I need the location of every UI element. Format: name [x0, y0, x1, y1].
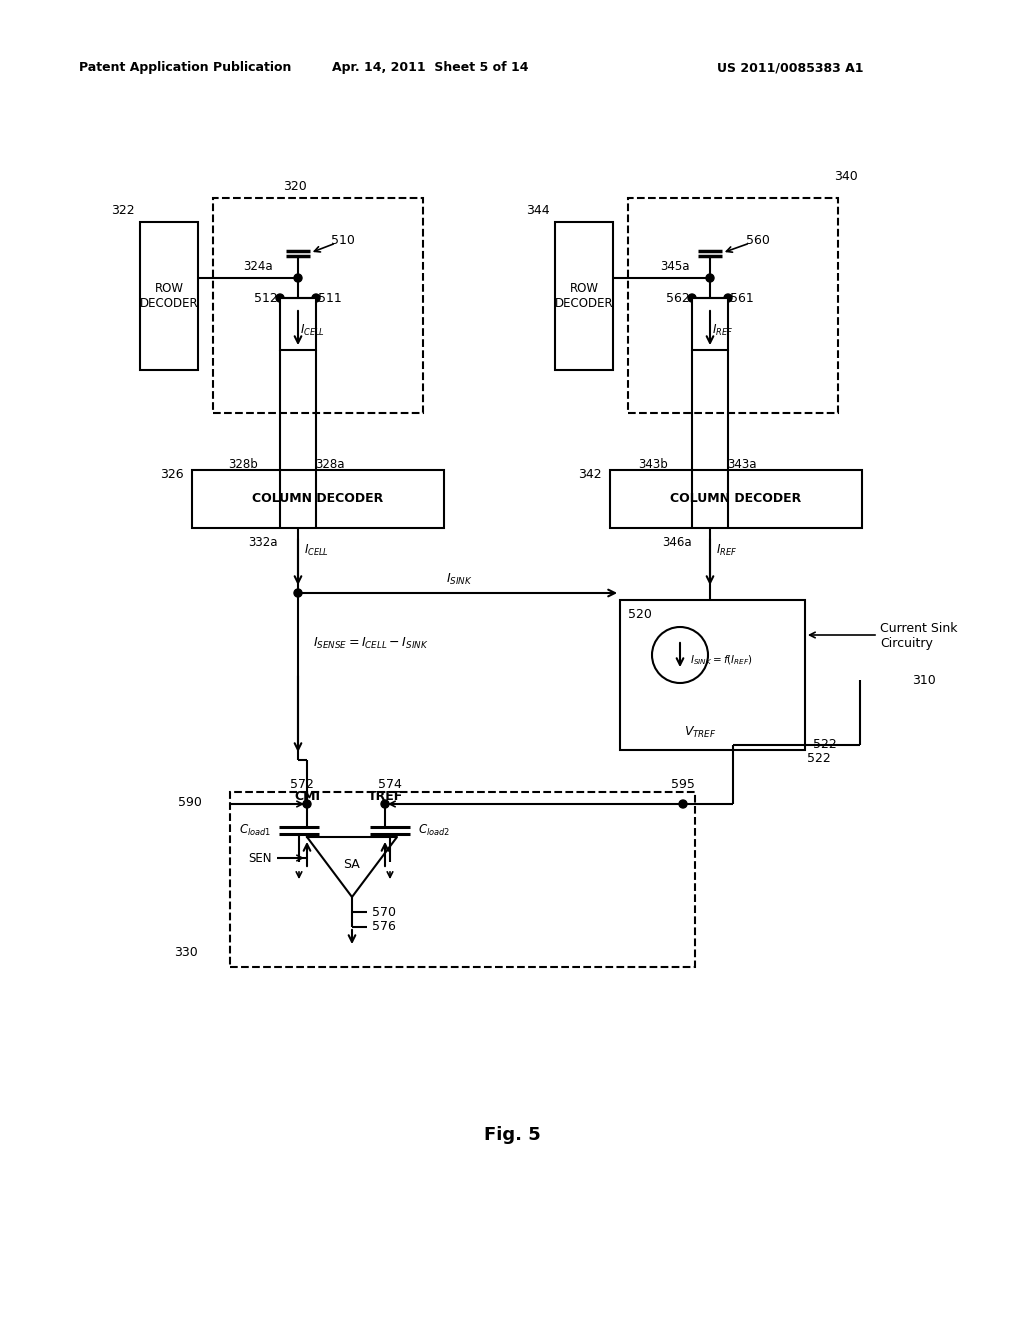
Text: $I_{REF}$: $I_{REF}$ — [716, 543, 737, 557]
Text: 330: 330 — [174, 945, 198, 958]
Text: 576: 576 — [372, 920, 396, 933]
Bar — [193, 470, 444, 528]
Text: 560: 560 — [746, 234, 770, 247]
Text: $C_{load2}$: $C_{load2}$ — [418, 822, 451, 838]
Text: $C_{load1}$: $C_{load1}$ — [239, 822, 271, 838]
Text: 328b: 328b — [228, 458, 258, 471]
Text: SA: SA — [344, 858, 360, 871]
Bar — [620, 601, 805, 750]
Bar — [230, 792, 695, 968]
Circle shape — [294, 589, 302, 597]
Text: 512: 512 — [254, 292, 278, 305]
Circle shape — [276, 294, 284, 302]
Text: 522: 522 — [813, 738, 837, 751]
Text: $I_{SINK}=f(I_{REF})$: $I_{SINK}=f(I_{REF})$ — [690, 653, 753, 667]
Text: 310: 310 — [912, 673, 936, 686]
Bar — [140, 222, 198, 370]
Bar — [692, 298, 728, 350]
Text: 328a: 328a — [315, 458, 345, 471]
Circle shape — [706, 275, 714, 282]
Text: 332a: 332a — [249, 536, 278, 549]
Text: COLUMN DECODER: COLUMN DECODER — [252, 492, 384, 506]
Circle shape — [679, 800, 687, 808]
Text: ROW
DECODER: ROW DECODER — [139, 282, 199, 310]
Text: 343a: 343a — [727, 458, 757, 471]
Text: $V_{TREF}$: $V_{TREF}$ — [684, 725, 717, 739]
Text: Circuitry: Circuitry — [880, 636, 933, 649]
Bar — [610, 470, 862, 528]
Text: $I_{SINK}$: $I_{SINK}$ — [445, 572, 472, 586]
Circle shape — [688, 294, 696, 302]
Text: 324a: 324a — [244, 260, 273, 272]
Text: 320: 320 — [283, 180, 307, 193]
Text: 322: 322 — [112, 203, 135, 216]
Text: 343b: 343b — [638, 458, 668, 471]
Circle shape — [303, 800, 311, 808]
Text: SEN: SEN — [249, 851, 272, 865]
Text: 574: 574 — [378, 777, 402, 791]
Text: Current Sink: Current Sink — [880, 622, 957, 635]
Text: 326: 326 — [161, 469, 184, 482]
Text: 344: 344 — [526, 203, 550, 216]
Text: $I_{REF}$: $I_{REF}$ — [712, 322, 733, 338]
Text: 590: 590 — [178, 796, 202, 808]
Circle shape — [724, 294, 732, 302]
Text: 595: 595 — [671, 777, 695, 791]
Text: TREF: TREF — [368, 791, 402, 804]
Bar — [213, 198, 423, 413]
Text: 342: 342 — [579, 469, 602, 482]
Circle shape — [312, 294, 319, 302]
Text: $I_{CELL}$: $I_{CELL}$ — [300, 322, 325, 338]
Circle shape — [381, 800, 389, 808]
Text: Fig. 5: Fig. 5 — [483, 1126, 541, 1144]
Bar — [280, 298, 316, 350]
Text: 570: 570 — [372, 906, 396, 919]
Text: $I_{CELL}$: $I_{CELL}$ — [304, 543, 329, 557]
Text: 561: 561 — [730, 292, 754, 305]
Text: 522: 522 — [807, 751, 830, 764]
Text: US 2011/0085383 A1: US 2011/0085383 A1 — [717, 62, 863, 74]
Text: Apr. 14, 2011  Sheet 5 of 14: Apr. 14, 2011 Sheet 5 of 14 — [332, 62, 528, 74]
Text: 511: 511 — [318, 292, 342, 305]
Text: ROW
DECODER: ROW DECODER — [555, 282, 613, 310]
Circle shape — [294, 275, 302, 282]
Text: 345a: 345a — [660, 260, 690, 272]
Text: 520: 520 — [628, 609, 652, 620]
Text: 340: 340 — [835, 169, 858, 182]
Bar — [555, 222, 613, 370]
Text: 510: 510 — [331, 234, 355, 247]
Text: CMI: CMI — [294, 791, 319, 804]
Text: 572: 572 — [290, 777, 314, 791]
Text: COLUMN DECODER: COLUMN DECODER — [671, 492, 802, 506]
Text: 346a: 346a — [663, 536, 692, 549]
Text: $I_{SENSE} = I_{CELL} - I_{SINK}$: $I_{SENSE} = I_{CELL} - I_{SINK}$ — [313, 635, 428, 651]
Text: 562: 562 — [667, 292, 690, 305]
Bar — [628, 198, 838, 413]
Text: Patent Application Publication: Patent Application Publication — [79, 62, 291, 74]
